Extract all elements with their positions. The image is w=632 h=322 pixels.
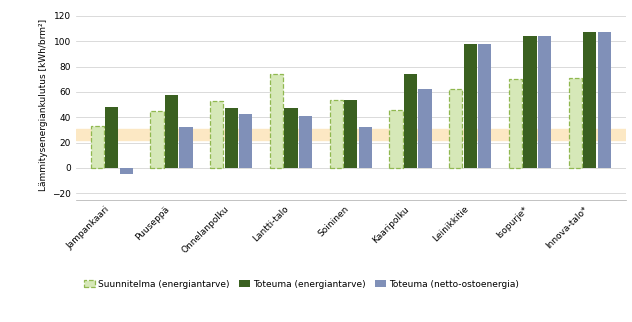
Bar <box>90 126 104 168</box>
Bar <box>538 36 551 168</box>
Y-axis label: Lämmitysenergiankulutus [kWh/brm²]: Lämmitysenergiankulutus [kWh/brm²] <box>39 19 48 191</box>
Bar <box>583 33 597 168</box>
Bar <box>478 44 491 168</box>
Bar <box>210 101 223 168</box>
Bar <box>150 111 164 168</box>
Bar <box>418 90 432 168</box>
Bar <box>389 110 403 168</box>
Bar <box>299 116 312 168</box>
Bar <box>165 95 178 168</box>
Bar <box>284 109 298 168</box>
Bar <box>509 79 522 168</box>
Legend: Suunnitelma (energiantarve), Toteuma (energiantarve), Toteuma (netto-ostoenergia: Suunnitelma (energiantarve), Toteuma (en… <box>80 276 523 293</box>
Bar <box>464 44 477 168</box>
Bar <box>119 168 133 174</box>
Bar <box>224 109 238 168</box>
Bar <box>404 74 417 168</box>
Bar <box>239 114 252 168</box>
Bar <box>598 33 611 168</box>
Bar <box>569 78 582 168</box>
Bar <box>523 36 537 168</box>
Bar <box>105 107 118 168</box>
Bar <box>330 99 343 168</box>
Bar <box>358 128 372 168</box>
Bar <box>344 99 357 168</box>
Bar <box>179 128 193 168</box>
Bar <box>449 90 463 168</box>
Bar <box>270 74 283 168</box>
Bar <box>76 129 626 140</box>
